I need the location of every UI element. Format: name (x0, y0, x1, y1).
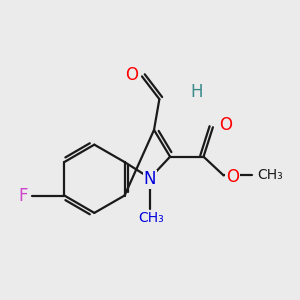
Text: O: O (226, 168, 239, 186)
Text: N: N (144, 170, 156, 188)
Text: CH₃: CH₃ (139, 211, 164, 225)
Text: F: F (19, 187, 28, 205)
Text: O: O (125, 66, 138, 84)
Text: O: O (220, 116, 232, 134)
Text: CH₃: CH₃ (257, 168, 283, 182)
Text: H: H (190, 83, 203, 101)
